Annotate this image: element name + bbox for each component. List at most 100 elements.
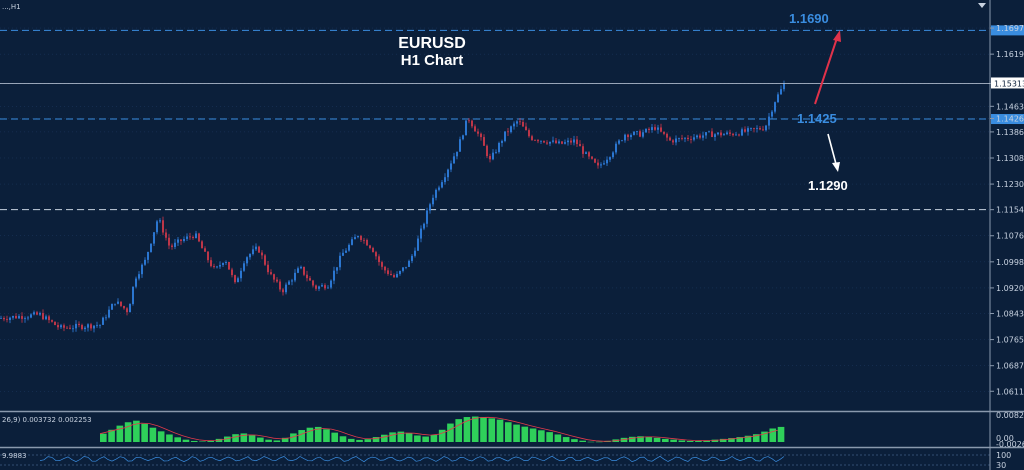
price-tick-label: 1.08435	[996, 310, 1024, 319]
candle-body	[672, 140, 674, 143]
price-tick-label: 1.07655	[996, 336, 1024, 345]
candle-body	[597, 162, 599, 166]
candle-body	[513, 123, 515, 127]
macd-bar	[339, 436, 347, 442]
macd-bar	[529, 428, 537, 442]
candle-body	[195, 233, 197, 239]
candle-body	[252, 249, 254, 255]
target-down-label: 1.1290	[808, 178, 848, 193]
macd-bar	[124, 422, 132, 442]
candle-body	[261, 252, 263, 256]
candle-body	[480, 133, 482, 138]
price-tick-label: 1.14265	[996, 115, 1024, 124]
candle-body	[603, 163, 605, 165]
macd-axis-label: 0.00821	[996, 411, 1024, 420]
candle-body	[48, 316, 50, 321]
candle-body	[735, 134, 737, 136]
candle-body	[105, 317, 107, 319]
candle-body	[657, 127, 659, 130]
candle-body	[339, 255, 341, 268]
candle-body	[0, 317, 2, 319]
chart-title-timeframe: H1 Chart	[401, 52, 464, 69]
candle-body	[606, 159, 608, 164]
candle-body	[600, 164, 602, 166]
candle-body	[378, 256, 380, 263]
candle-body	[351, 239, 353, 245]
candle-body	[225, 262, 227, 263]
macd-bar	[595, 441, 603, 443]
macd-bar	[422, 436, 429, 442]
candle-body	[777, 94, 779, 103]
macd-bar	[562, 437, 570, 442]
candle-body	[750, 128, 752, 129]
candle-body	[189, 236, 191, 238]
macd-bar	[290, 433, 297, 442]
candle-body	[366, 239, 368, 246]
candle-body	[642, 132, 644, 137]
macd-bar	[504, 422, 512, 442]
macd-bar	[190, 440, 198, 442]
macd-bar	[736, 437, 744, 442]
candle-body	[738, 134, 740, 136]
candle-body	[648, 128, 650, 131]
key-level-lines	[0, 25, 1024, 211]
macd-bar	[174, 437, 181, 442]
candle-body	[69, 327, 71, 329]
candle-body	[588, 152, 590, 157]
candle-body	[216, 266, 218, 268]
candle-body	[555, 140, 557, 144]
candle-body	[447, 169, 449, 178]
candle-body	[192, 236, 194, 239]
candle-body	[96, 325, 98, 327]
scroll-marker-icon[interactable]	[978, 3, 986, 8]
candle-body	[486, 145, 488, 157]
candle-body	[177, 239, 179, 243]
candle-body	[627, 134, 629, 138]
candle-body	[546, 142, 548, 144]
price-tick-label: 1.16970	[996, 24, 1024, 33]
candle-body	[318, 286, 320, 289]
candle-body	[774, 102, 776, 112]
price-tick-label: 1.11540	[996, 206, 1024, 215]
candle-body	[120, 301, 122, 306]
candle-body	[570, 140, 572, 143]
candle-body	[183, 238, 185, 242]
macd-bar	[223, 436, 231, 442]
candle-body	[300, 266, 302, 269]
candle-body	[618, 140, 620, 144]
candle-body	[72, 328, 74, 330]
candle-body	[54, 321, 56, 326]
macd-bar	[769, 428, 777, 442]
candle-body	[294, 272, 296, 281]
candle-body	[567, 140, 569, 143]
macd-bar	[347, 438, 355, 442]
candle-body	[198, 233, 200, 242]
candle-body	[741, 129, 743, 136]
candle-body	[111, 303, 113, 310]
candle-body	[162, 220, 164, 233]
osc-line	[39, 455, 785, 463]
candle-body	[237, 278, 239, 283]
candle-body	[303, 266, 305, 275]
candle-body	[645, 128, 647, 133]
candle-body	[414, 250, 416, 256]
macd-bar	[149, 427, 157, 442]
candle-body	[171, 245, 173, 247]
candle-body	[207, 251, 209, 261]
candle-body	[33, 312, 35, 315]
macd-bar	[306, 427, 314, 442]
key-level-box	[991, 114, 1024, 125]
price-tick-label: 1.14630	[996, 102, 1024, 111]
candle-body	[201, 241, 203, 249]
candle-body	[240, 270, 242, 279]
macd-bar	[703, 440, 710, 442]
candle-body	[51, 320, 53, 322]
candle-body	[465, 120, 467, 136]
macd-label: 26,9) 0.003732 0.002253	[2, 416, 92, 424]
level-mid-label: 1.1425	[797, 111, 837, 126]
macd-bar	[182, 439, 190, 442]
price-tick-label: 1.13085	[996, 154, 1024, 163]
